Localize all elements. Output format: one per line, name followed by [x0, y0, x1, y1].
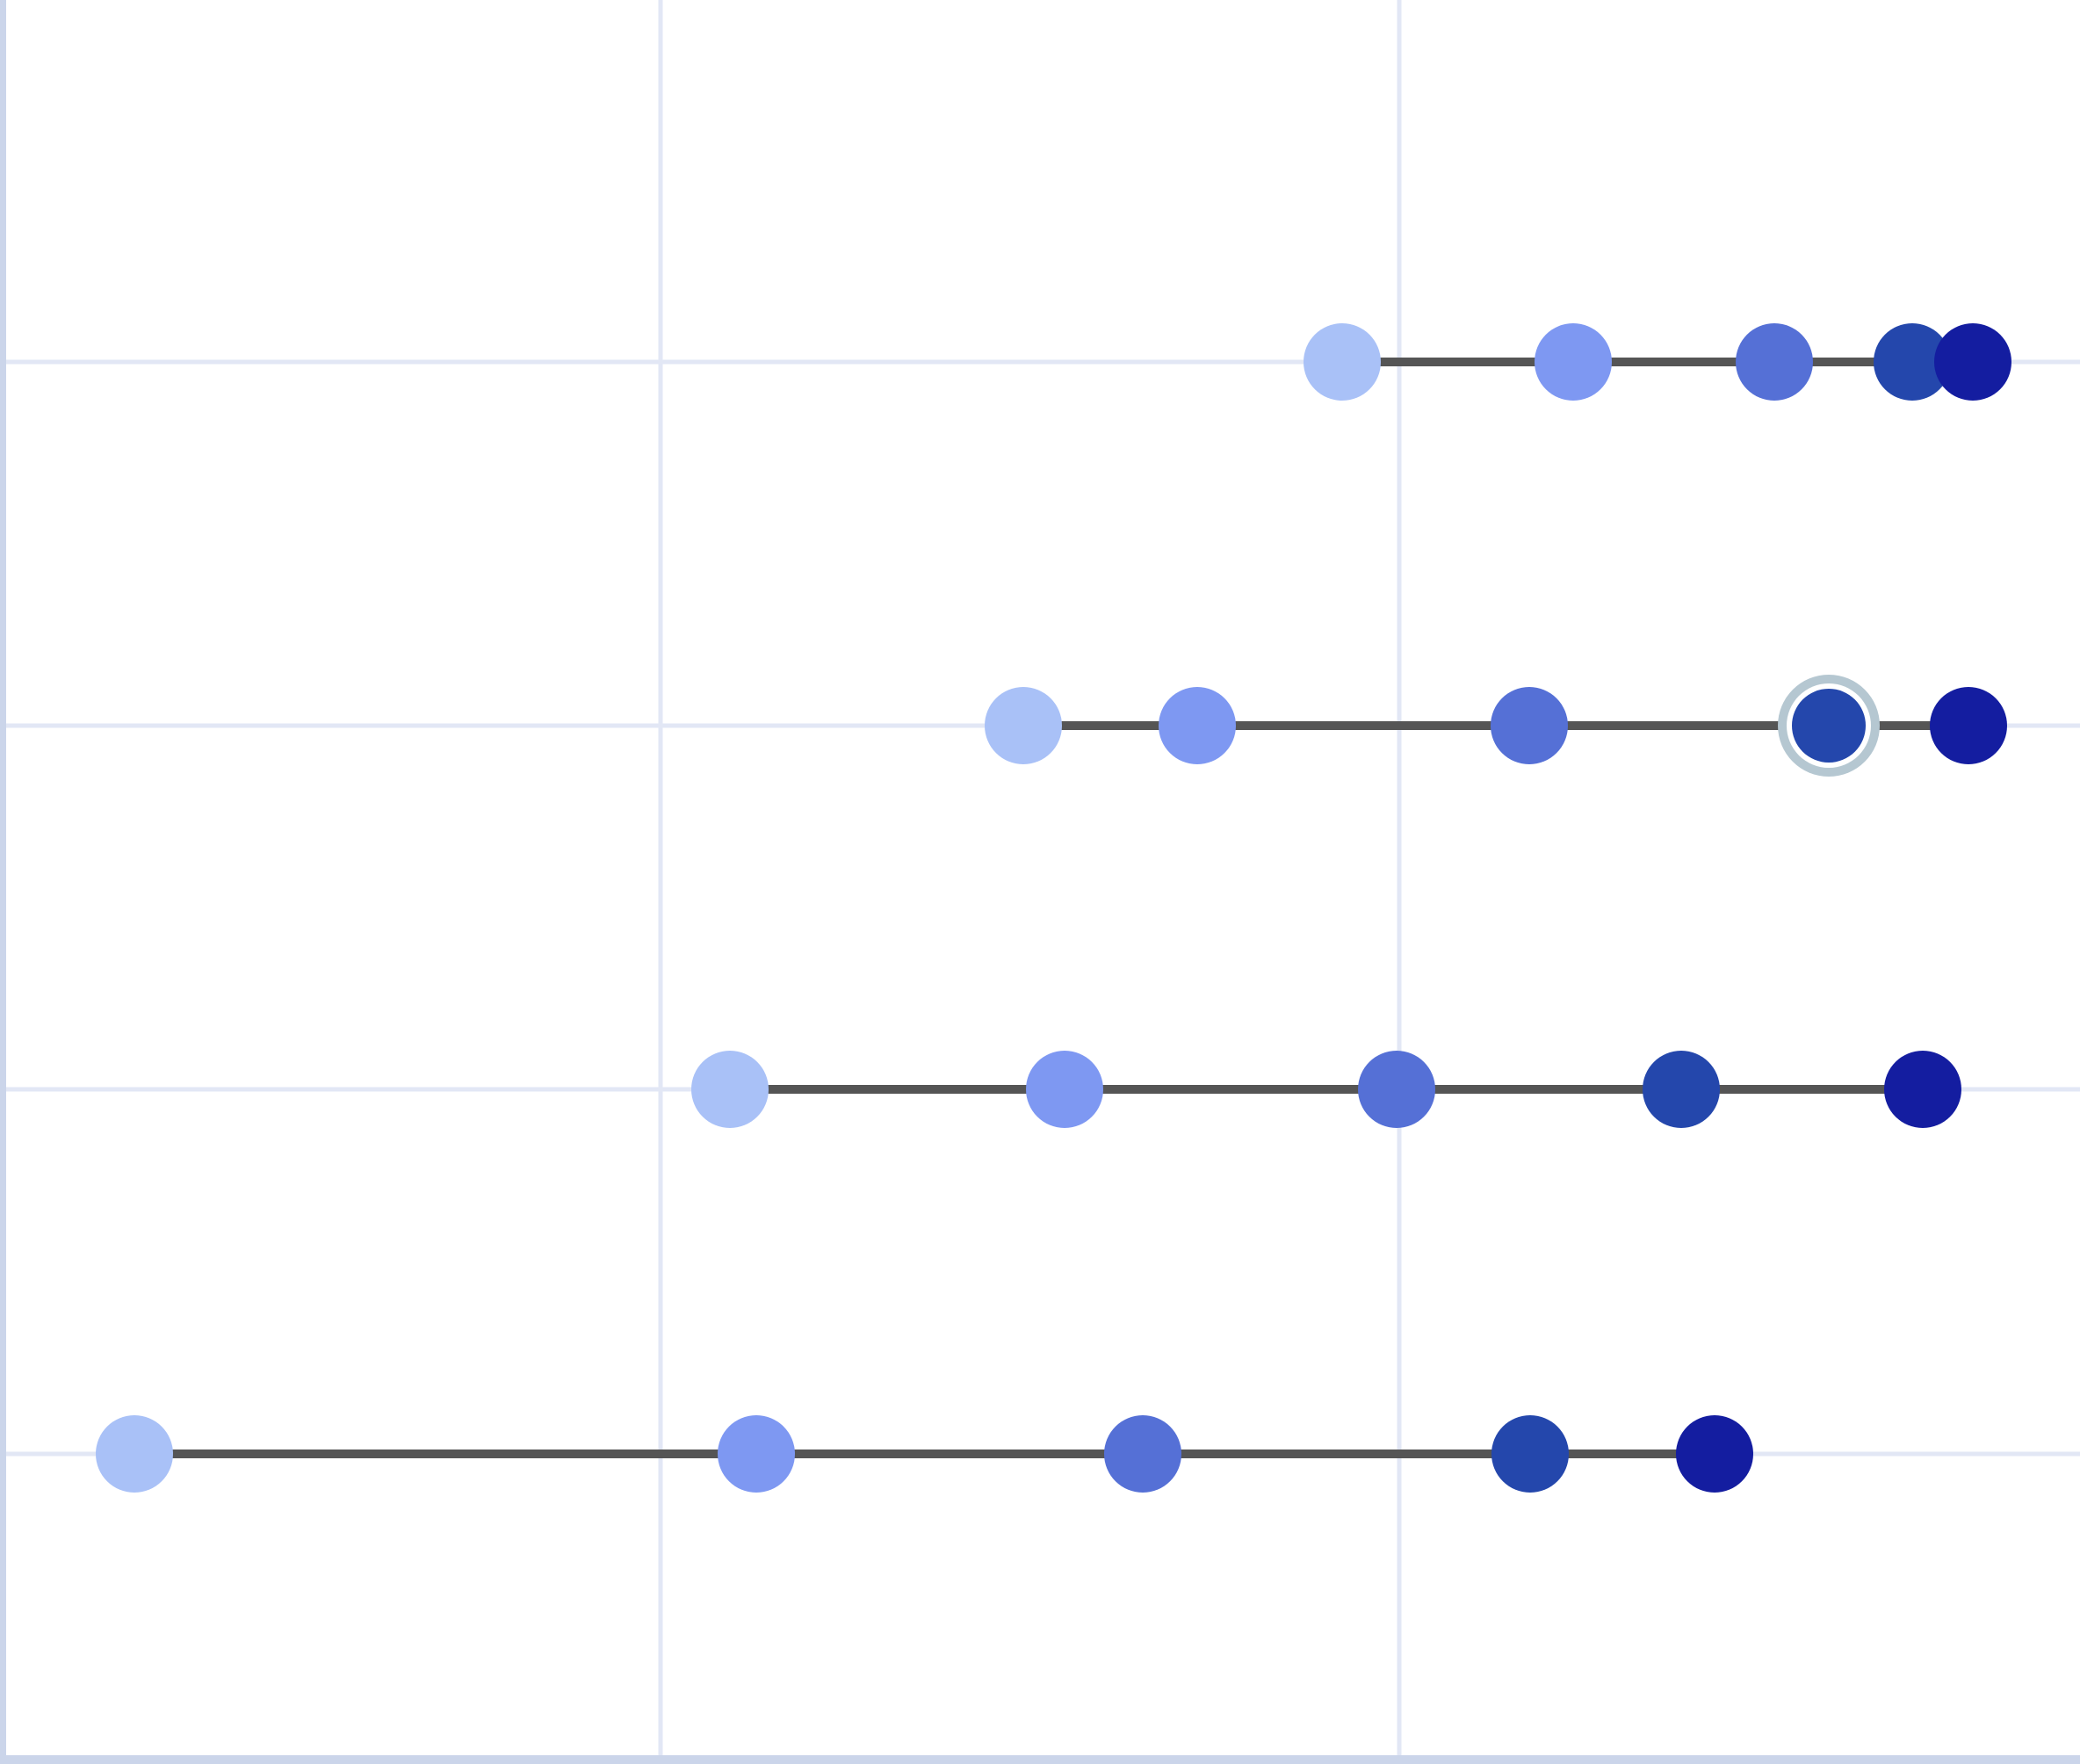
data-dot[interactable] [1491, 1415, 1569, 1493]
data-dot[interactable] [1884, 1051, 1961, 1128]
data-dot[interactable] [1026, 1051, 1103, 1128]
data-dot[interactable] [1491, 687, 1568, 764]
data-dot[interactable] [1736, 323, 1813, 401]
data-dot[interactable] [1535, 323, 1612, 401]
data-dot[interactable] [691, 1051, 769, 1128]
data-dot[interactable] [1104, 1415, 1181, 1493]
data-dot[interactable] [1930, 687, 2007, 764]
left-axis-line [0, 0, 6, 1764]
data-dot[interactable] [1676, 1415, 1753, 1493]
data-dot[interactable] [1159, 687, 1236, 764]
data-dot[interactable] [1643, 1051, 1720, 1128]
bottom-axis-line [0, 1755, 2080, 1764]
data-dot[interactable] [985, 687, 1062, 764]
data-dot[interactable] [1934, 323, 2011, 401]
data-dot[interactable] [718, 1415, 795, 1493]
data-dot[interactable] [1874, 323, 1951, 401]
data-dot[interactable] [1304, 323, 1381, 401]
data-dot-highlighted[interactable] [1792, 689, 1866, 763]
data-dot[interactable] [1358, 1051, 1435, 1128]
data-dot[interactable] [96, 1415, 173, 1493]
